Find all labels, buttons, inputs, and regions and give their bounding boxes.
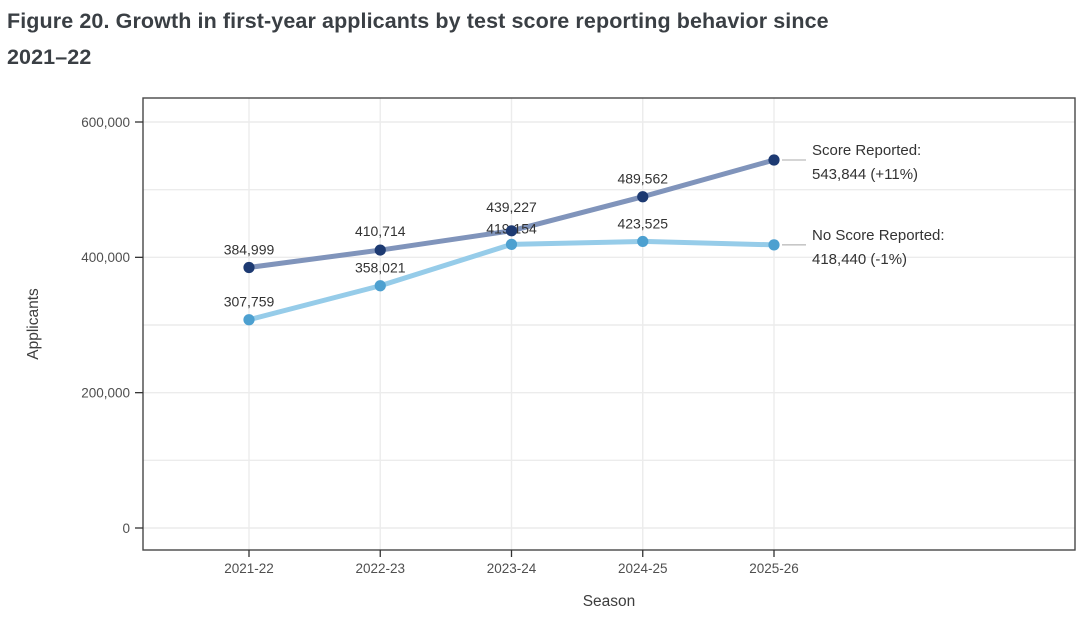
data-point-label: 439,227 [486, 199, 537, 215]
data-point [768, 154, 780, 166]
data-point [505, 238, 518, 250]
y-axis-tick-label: 600,000 [81, 115, 130, 130]
series-annotation-value: 543,844 (+11%) [812, 166, 918, 183]
x-axis-tick-label: 2021-22 [224, 561, 274, 576]
x-axis-tick-label: 2024-25 [618, 561, 668, 576]
x-axis-tick-label: 2022-23 [355, 561, 405, 576]
y-axis-title: Applicants [25, 288, 42, 360]
series-annotation-name: No Score Reported: [812, 227, 945, 244]
data-point-label: 384,999 [224, 241, 275, 257]
y-axis-tick-label: 400,000 [81, 250, 130, 265]
figure-title-line2: 2021–22 [7, 45, 92, 69]
data-point-label: 423,525 [617, 215, 668, 231]
x-axis-tick-label: 2025-26 [749, 561, 799, 576]
y-axis-tick-label: 200,000 [81, 385, 130, 400]
figure-title-line1: Figure 20. Growth in first-year applican… [7, 9, 829, 33]
data-point-label: 358,021 [355, 260, 406, 276]
series-annotation-value: 418,440 (-1%) [812, 251, 907, 268]
data-point-label: 489,562 [617, 171, 668, 187]
x-axis-title: Season [583, 593, 636, 610]
data-point [374, 244, 386, 256]
plot-panel-border [142, 97, 1076, 551]
data-point [637, 191, 649, 203]
series-annotation-name: Score Reported: [812, 142, 921, 159]
data-point-label: 410,714 [355, 223, 406, 239]
data-point [243, 261, 255, 274]
data-point [768, 239, 780, 251]
data-point [505, 225, 518, 237]
data-point-label: 307,759 [224, 294, 275, 310]
data-point [243, 314, 255, 326]
data-point [637, 235, 649, 248]
data-point [374, 280, 386, 292]
y-axis-tick-label: 0 [122, 521, 130, 536]
figure-title: Figure 20. Growth in first-year applican… [7, 3, 1067, 75]
x-axis-tick-label: 2023-24 [487, 561, 537, 576]
